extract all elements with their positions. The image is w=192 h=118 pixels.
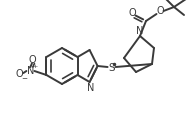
Text: N: N: [27, 66, 34, 76]
Text: O: O: [29, 55, 36, 65]
Text: +: +: [33, 63, 38, 69]
Text: O: O: [16, 69, 23, 79]
Text: O: O: [156, 6, 164, 16]
Text: N: N: [136, 26, 144, 36]
Text: −: −: [21, 76, 27, 82]
Text: S: S: [108, 63, 115, 73]
Text: O: O: [128, 8, 136, 18]
Text: N: N: [87, 83, 94, 93]
